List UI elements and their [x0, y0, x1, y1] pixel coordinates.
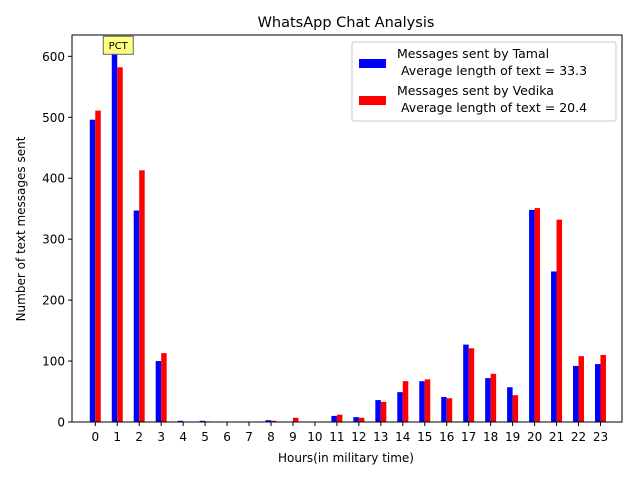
y-tick-label: 300	[42, 233, 65, 247]
legend-label-1: Messages sent by Tamal Average length of…	[397, 46, 587, 78]
legend: Messages sent by Tamal Average length of…	[351, 41, 617, 122]
annotation-box	[102, 35, 134, 55]
x-axis-title: Hours(in military time)	[278, 451, 414, 465]
bar-series-2-hour-14	[402, 381, 409, 422]
plot-frame	[71, 34, 623, 423]
y-axis-title: Number of text messages sent	[14, 136, 28, 321]
y-tick-label: 200	[42, 294, 65, 308]
x-tick-label: 20	[527, 430, 542, 444]
bar-series-2-hour-12	[358, 417, 365, 422]
x-tick-label: 1	[113, 430, 121, 444]
bar-series-2-hour-2	[139, 170, 145, 422]
bar-series-1-hour-8	[265, 420, 271, 422]
legend-swatch-1	[359, 59, 386, 68]
bar-series-2-hour-20	[534, 208, 541, 422]
x-tick-label: 7	[245, 430, 253, 444]
bar-series-2-hour-22	[578, 356, 584, 422]
bar-series-2-hour-8	[271, 420, 277, 422]
bar-series-1-hour-16	[441, 397, 447, 422]
bar-series-1-hour-14	[397, 392, 403, 422]
y-tick-label: 600	[42, 50, 65, 64]
legend-frame	[351, 41, 617, 122]
legend-label-line: Average length of text = 20.4	[397, 100, 587, 115]
x-tick-label: 17	[461, 430, 476, 444]
x-tick-label: 3	[157, 430, 165, 444]
x-tick-label: 4	[179, 430, 187, 444]
ticks-layer: 0 1 2 3 4 5 6 7 8 9 10 11 12 13 14 15 16 17 18 19 20 21 22 2301…	[42, 50, 608, 444]
bar-series-2-hour-3	[161, 353, 167, 422]
bar-series-1-hour-5	[199, 420, 206, 422]
bar-series-2-hour-9	[292, 417, 299, 422]
x-tick-label: 2	[135, 430, 143, 444]
bar-series-1-hour-23	[594, 364, 601, 422]
legend-swatch-2	[359, 96, 386, 105]
bar-series-2-hour-17	[468, 348, 475, 422]
bar-series-1-hour-21	[551, 271, 557, 422]
annotation-text: PCT	[109, 41, 129, 52]
bar-series-1-hour-13	[375, 400, 381, 422]
bar-series-1-hour-18	[485, 378, 491, 422]
bar-series-1-hour-15	[419, 381, 425, 422]
x-tick-label: 0	[91, 430, 99, 444]
x-tick-label: 5	[201, 430, 209, 444]
y-tick-label: 100	[42, 355, 65, 369]
legend-label-line: Messages sent by Vedika	[397, 83, 554, 98]
axes-layer	[71, 34, 623, 423]
x-tick-label: 8	[267, 430, 275, 444]
x-tick-label: 6	[223, 430, 231, 444]
chart-title: WhatsApp Chat Analysis	[258, 15, 435, 31]
bar-series-2-hour-11	[336, 414, 343, 422]
bar-series-2-hour-21	[556, 219, 563, 422]
bar-series-2-hour-15	[424, 379, 431, 422]
x-tick-label: 14	[395, 430, 410, 444]
bar-series-1-hour-0	[89, 119, 96, 423]
legend-label-2: Messages sent by Vedika Average length o…	[397, 83, 587, 115]
annotation-layer: PCT	[102, 35, 134, 55]
x-tick-label: 10	[307, 430, 322, 444]
x-tick-label: 9	[289, 430, 297, 444]
bar-series-1-hour-2	[133, 210, 140, 422]
x-tick-label: 19	[505, 430, 520, 444]
bar-series-2-hour-19	[512, 395, 519, 422]
x-tick-label: 11	[329, 430, 344, 444]
bar-series-1-hour-17	[463, 344, 469, 422]
y-tick-label: 0	[57, 416, 65, 430]
x-tick-label: 13	[373, 430, 388, 444]
x-tick-label: 15	[417, 430, 432, 444]
bar-series-2-hour-1	[117, 67, 123, 423]
y-tick-label: 500	[42, 111, 65, 125]
x-tick-label: 16	[439, 430, 454, 444]
bar-series-2-hour-0	[95, 110, 101, 422]
bar-series-2-hour-16	[446, 398, 453, 422]
bar-series-2-hour-18	[490, 373, 497, 422]
x-tick-label: 23	[593, 430, 608, 444]
bar-series-1-hour-12	[353, 417, 359, 422]
legend-label-line: Average length of text = 33.3	[397, 63, 587, 78]
bars-layer	[89, 53, 606, 423]
bar-series-2-hour-23	[600, 354, 606, 422]
bar-series-1-hour-20	[529, 209, 535, 422]
y-tick-label: 400	[42, 172, 65, 186]
bar-series-1-hour-4	[177, 420, 184, 422]
x-tick-label: 22	[571, 430, 586, 444]
x-tick-label: 18	[483, 430, 498, 444]
bar-series-1-hour-3	[155, 361, 162, 422]
bar-series-1-hour-19	[507, 387, 513, 422]
bar-series-1-hour-11	[331, 415, 337, 422]
legend-label-line: Messages sent by Tamal	[397, 46, 549, 61]
bar-series-2-hour-13	[380, 401, 387, 422]
x-tick-label: 21	[549, 430, 564, 444]
bar-series-1-hour-22	[573, 365, 579, 422]
x-tick-label: 12	[351, 430, 366, 444]
bar-series-1-hour-1	[111, 53, 118, 422]
